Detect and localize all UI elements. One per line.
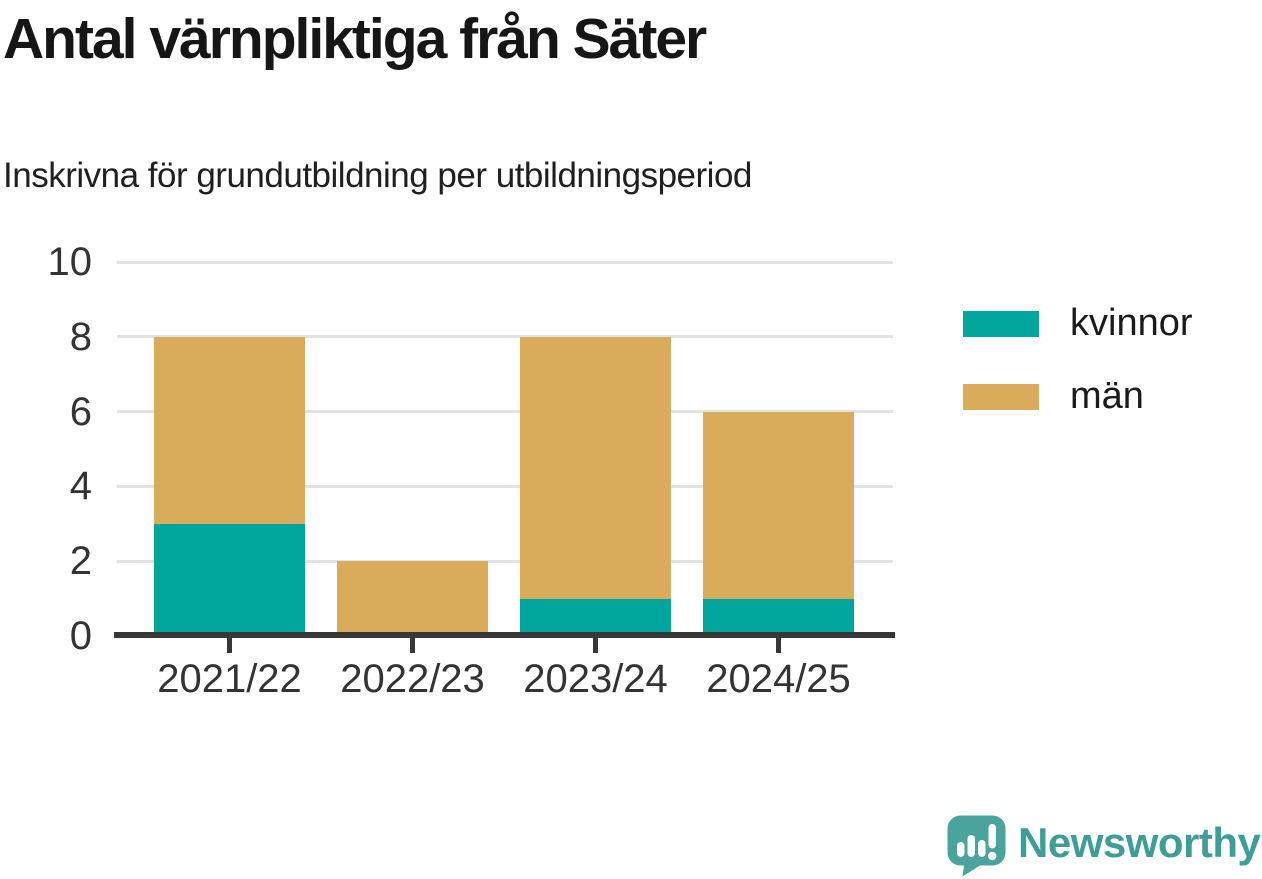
y-axis-label-0: 0 [69, 614, 92, 658]
x-axis-label-2024/25: 2024/25 [706, 657, 851, 701]
bar-segment-kvinnor-2024/25 [703, 598, 854, 636]
y-axis-label-8: 8 [69, 314, 92, 359]
bar-segment-män-2022/23 [337, 561, 488, 636]
bar-segment-män-2021/22 [154, 336, 305, 524]
x-axis-tick-2021/22 [227, 638, 232, 653]
y-axis-label-6: 6 [69, 389, 92, 434]
y-axis-label-2: 2 [69, 539, 92, 584]
legend-label-kvinnor: kvinnor [1070, 302, 1193, 344]
newsworthy-logo-text: Newsworthy [1018, 819, 1261, 866]
legend-item-kvinnor: kvinnor [963, 302, 1193, 345]
x-axis-line [114, 632, 895, 638]
gridline-y-10 [117, 260, 893, 264]
x-axis-label-2022/23: 2022/23 [340, 657, 485, 701]
bar-segment-kvinnor-2023/24 [520, 598, 671, 636]
bar-segment-män-2024/25 [703, 411, 854, 599]
y-axis-label-10: 10 [47, 240, 93, 284]
gridline-y-2 [117, 559, 893, 563]
legend-label-män: män [1070, 375, 1144, 417]
x-axis-tick-2024/25 [776, 638, 781, 653]
x-axis-tick-2022/23 [410, 638, 415, 653]
bar-segment-män-2023/24 [520, 336, 671, 599]
gridline-y-6 [117, 410, 893, 414]
legend-swatch-män [963, 383, 1039, 410]
chart-subtitle: Inskrivna för grundutbildning per utbild… [3, 156, 752, 195]
bar-segment-kvinnor-2021/22 [154, 523, 305, 636]
y-axis-label-4: 4 [69, 464, 92, 509]
gridline-y-8 [117, 335, 893, 339]
legend-item-män: män [963, 375, 1193, 418]
gridline-y-4 [117, 484, 893, 488]
x-axis-tick-2023/24 [593, 638, 598, 653]
newsworthy-logo: Newsworthy [947, 815, 1261, 877]
chart-title: Antal värnpliktiga från Säter [3, 7, 707, 71]
x-axis-label-2021/22: 2021/22 [157, 657, 302, 701]
x-axis-label-2023/24: 2023/24 [523, 657, 668, 701]
newsworthy-logo-icon [947, 815, 1006, 877]
legend: kvinnor män [963, 302, 1193, 448]
legend-swatch-kvinnor [963, 310, 1039, 337]
